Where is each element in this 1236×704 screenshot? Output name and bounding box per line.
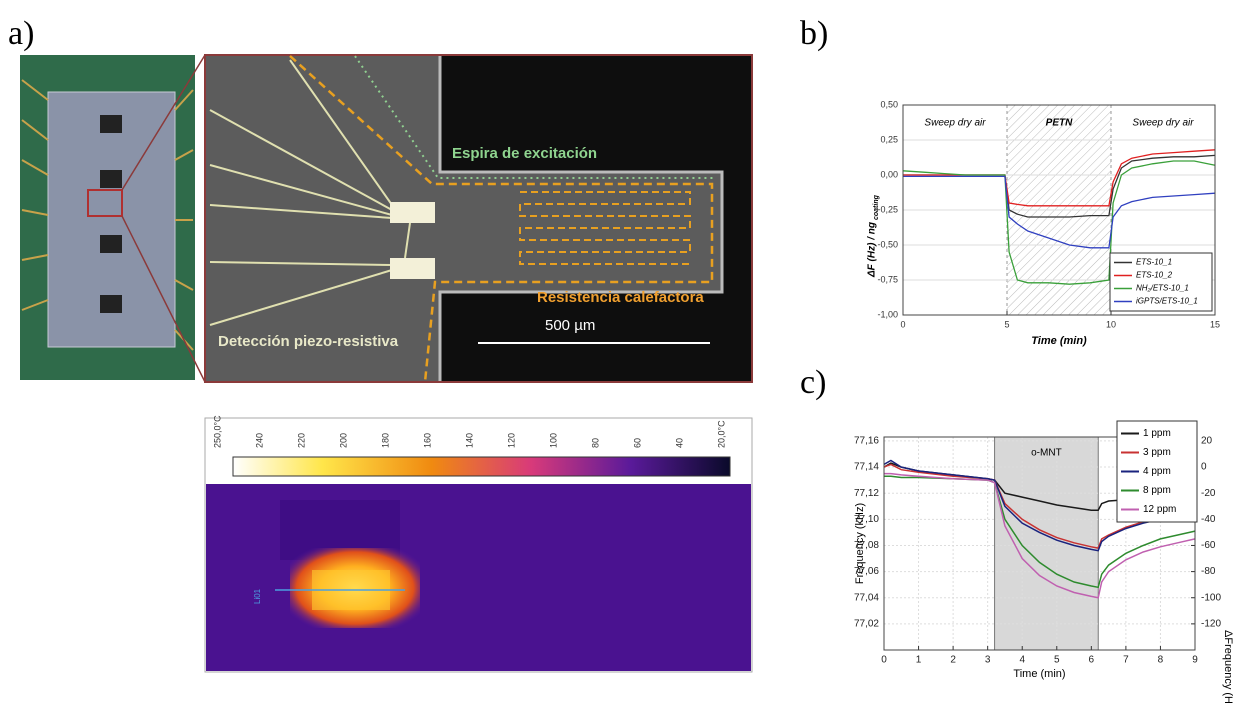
- y2-tick-label: 0: [1201, 462, 1207, 473]
- series-line: [884, 475, 1196, 589]
- y-tick-label: 0,00: [880, 169, 898, 179]
- colorbar-label: 20,0°C: [716, 420, 726, 448]
- legend-label: 3 ppm: [1143, 447, 1171, 458]
- y-tick-label: -0,50: [877, 239, 898, 249]
- chip-photo: [20, 54, 206, 383]
- legend-label: 12 ppm: [1143, 504, 1176, 515]
- x-axis-label: Time (min): [1031, 335, 1087, 347]
- chart: 77,02 77,04 77,06 77,08 77,10 77,12 77,14 77,16…: [854, 420, 1234, 704]
- colorbar-label: 200: [338, 433, 348, 448]
- colorbar-label: 220: [296, 433, 306, 448]
- y-tick-label: -0,75: [877, 274, 898, 284]
- y2-tick-label: -100: [1201, 592, 1221, 603]
- y2-tick-label: 20: [1201, 436, 1213, 447]
- colorbar-label: 160: [422, 433, 432, 448]
- colorbar-label: 180: [380, 433, 390, 448]
- label: Resistencia calefactora: [537, 289, 704, 306]
- y2-tick-label: -80: [1201, 566, 1216, 577]
- x-tick-label: 0: [881, 655, 887, 666]
- y-tick-label: 77,04: [854, 592, 879, 603]
- legend-label: iGPTS/ETS-10_1: [1136, 297, 1198, 306]
- series-line: [903, 175, 1216, 249]
- colorbar-label: 250,0°C: [212, 415, 222, 448]
- colorbar-label: 40: [674, 438, 684, 448]
- panel-label: c): [800, 364, 826, 401]
- line-label: Li01: [253, 588, 262, 604]
- annotation: o-MNT: [1031, 448, 1062, 459]
- panel-label: a): [8, 15, 34, 52]
- thermal-image: Li01 250,0°C 240 220 200 180 160 140 120 100 80 60…: [204, 415, 753, 673]
- y-axis-label: ΔF (Hz) / ng: [867, 222, 878, 278]
- colorbar-label: 120: [506, 433, 516, 448]
- series-line: [902, 160, 1216, 285]
- legend-label: 8 ppm: [1143, 485, 1171, 496]
- colorbar-label: 80: [590, 438, 600, 448]
- x-tick-label: 10: [1106, 319, 1116, 329]
- y-tick-label: 77,12: [854, 488, 879, 499]
- x-tick-label: 7: [1123, 655, 1129, 666]
- legend-label: NH₂/ETS-10_1: [1136, 284, 1189, 293]
- y-tick-label: 77,10: [854, 514, 879, 525]
- legend-label: 1 ppm: [1143, 428, 1171, 439]
- x-tick-label: 1: [916, 655, 922, 666]
- y-axis-label: Frequency (kHz): [854, 503, 866, 584]
- x-tick-label: 9: [1192, 655, 1198, 666]
- annotation: Sweep dry air: [1132, 118, 1194, 129]
- legend-label: 4 ppm: [1143, 466, 1171, 477]
- x-tick-label: 8: [1158, 655, 1164, 666]
- colorbar-label: 60: [632, 438, 642, 448]
- y-tick-label: 0,25: [880, 134, 898, 144]
- y-tick-label: 0,50: [880, 99, 898, 109]
- colorbar-label: 140: [464, 433, 474, 448]
- legend-label: ETS-10_1: [1136, 258, 1172, 267]
- colorbar-label: 100: [548, 433, 558, 448]
- y2-tick-label: -40: [1201, 514, 1216, 525]
- x-tick-label: 2: [950, 655, 956, 666]
- y-tick-label: -1,00: [877, 309, 898, 319]
- scale-bar-label: 500 µm: [545, 317, 595, 334]
- plot-frame: [883, 436, 1196, 651]
- annotation: Sweep dry air: [924, 118, 986, 129]
- x-tick-label: 4: [1019, 655, 1025, 666]
- panel-label: b): [800, 15, 828, 52]
- annotation: PETN: [1046, 118, 1073, 129]
- y-axis-label-sub: coating: [873, 194, 880, 220]
- label: Espira de excitación: [452, 145, 597, 162]
- y2-tick-label: -60: [1201, 540, 1216, 551]
- y2-tick-label: -120: [1201, 619, 1221, 630]
- y-tick-label: 77,16: [854, 436, 879, 447]
- x-tick-label: 3: [985, 655, 991, 666]
- y-tick-label: 77,06: [854, 566, 879, 577]
- y-tick-label: 77,14: [854, 462, 879, 473]
- y-tick-label: 77,08: [854, 540, 879, 551]
- x-tick-label: 15: [1210, 319, 1220, 329]
- x-tick-label: 5: [1004, 319, 1009, 329]
- micrograph: Espira de excitación Resistencia calefac…: [204, 54, 753, 383]
- x-tick-label: 6: [1089, 655, 1095, 666]
- plot-frame: [902, 104, 1216, 316]
- colorbar-label: 240: [254, 433, 264, 448]
- series-line: [883, 459, 1196, 552]
- legend-label: ETS-10_2: [1136, 271, 1173, 280]
- chart: -1,00 -0,75 -0,50 -0,25 0,00 0,25 0,50 0 5 10 15 Sw…: [867, 99, 1220, 347]
- legend-box: [1116, 420, 1198, 523]
- y-tick-label: -0,25: [877, 204, 898, 214]
- x-tick-label: 5: [1054, 655, 1060, 666]
- x-tick-label: 0: [900, 319, 905, 329]
- charts: -1,00-0,75-0,50-0,250,000,250,500 5 10 15Sw…: [854, 99, 1234, 704]
- label: Detección piezo-resistiva: [218, 333, 399, 350]
- series-line: [884, 472, 1196, 599]
- y2-tick-label: -20: [1201, 488, 1216, 499]
- x-axis-label: Time (min): [1013, 668, 1065, 680]
- series-line: [883, 463, 1196, 549]
- shaded-region: [994, 436, 1099, 651]
- y-tick-label: 77,02: [854, 619, 879, 630]
- y2-axis-label: ΔFrequency (Hz): [1222, 630, 1234, 704]
